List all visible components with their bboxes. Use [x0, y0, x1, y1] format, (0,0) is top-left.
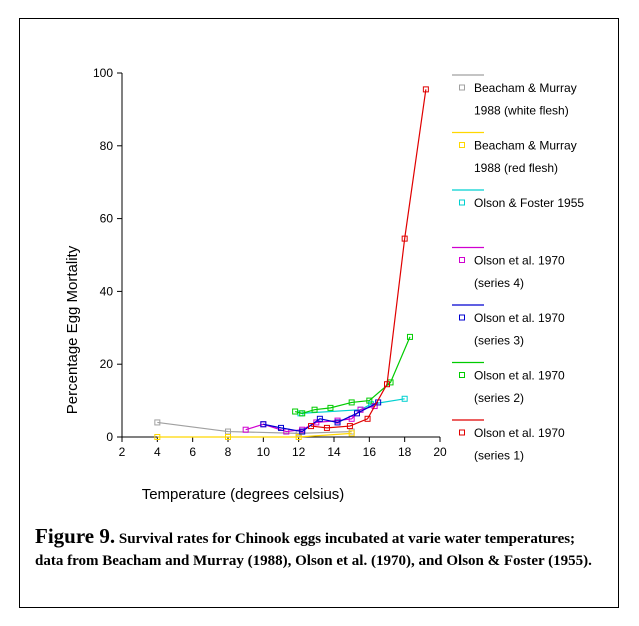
figure-label: Figure 9. — [35, 524, 116, 548]
data-point — [260, 421, 267, 428]
x-tick-label: 8 — [225, 445, 232, 459]
data-point — [299, 428, 306, 435]
data-point — [387, 379, 394, 386]
legend-label: Olson et al. 1970 — [474, 311, 565, 325]
data-point — [384, 381, 390, 388]
x-axis-title: Temperature (degrees celsius) — [142, 486, 345, 503]
legend-label: Beacham & Murray — [474, 81, 577, 95]
data-point — [401, 235, 408, 242]
x-tick-label: 10 — [257, 445, 271, 459]
series-line — [157, 421, 352, 434]
data-point — [225, 434, 231, 440]
legend: Beacham & Murray 1988 (white flesh) Beacha… — [452, 74, 584, 463]
series-line — [157, 432, 352, 438]
legend-label: 1988 (white flesh) — [474, 104, 569, 118]
data-point — [353, 410, 360, 417]
x-tick-label: 4 — [154, 445, 161, 459]
x-tick-label: 14 — [327, 445, 341, 459]
y-tick-label: 20 — [100, 357, 114, 371]
data-point — [406, 333, 413, 340]
data-point — [348, 399, 355, 406]
data-point — [334, 419, 341, 426]
y-axis-title: Percentage Egg Mortality — [64, 245, 81, 414]
legend-label: Beacham & Murray — [474, 139, 577, 153]
plot-area: 0 20 40 60 80 100 2 4 6 8 10 12 14 16 18 20 Temperature … — [64, 66, 447, 503]
data-point — [299, 410, 306, 417]
legend-marker — [459, 257, 465, 263]
legend-marker — [459, 84, 465, 91]
figure-caption: Figure 9. Survival rates for Chinook egg… — [35, 525, 605, 572]
x-tick-label: 6 — [189, 445, 196, 459]
legend-label: 1988 (red flesh) — [474, 161, 558, 175]
x-tick-label: 16 — [363, 445, 377, 459]
data-point — [154, 434, 161, 440]
data-point — [278, 424, 284, 431]
data-point — [346, 423, 353, 430]
legend-label: Olson et al. 1970 — [474, 254, 565, 268]
series-line — [263, 401, 379, 433]
x-tick-label: 12 — [292, 445, 306, 459]
y-tick-label: 60 — [100, 212, 114, 226]
x-tick-label: 18 — [398, 445, 412, 459]
legend-label: (series 3) — [474, 334, 524, 348]
y-tick-label: 0 — [106, 430, 113, 444]
legend-marker — [459, 429, 465, 436]
figure-caption-text: Survival rates for Chinook eggs incubate… — [35, 531, 592, 569]
y-tick-label: 80 — [100, 139, 114, 153]
y-tick-label: 100 — [93, 66, 113, 80]
data-point — [308, 423, 315, 430]
data-point — [292, 408, 299, 415]
series-line — [300, 398, 405, 414]
data-point — [327, 404, 334, 411]
legend-marker — [459, 372, 465, 378]
legend-label: (series 1) — [474, 449, 524, 463]
data-point — [154, 419, 161, 426]
legend-label: Olson & Foster 1955 — [474, 196, 584, 210]
legend-marker — [459, 199, 465, 206]
x-tick-label: 20 — [433, 445, 447, 459]
data-point — [242, 426, 249, 433]
data-point — [311, 406, 318, 413]
x-tick-label: 2 — [119, 445, 126, 459]
y-tick-label: 40 — [100, 284, 114, 298]
legend-marker — [459, 142, 465, 148]
data-point — [364, 415, 371, 422]
series-line — [310, 89, 427, 429]
data-point — [366, 397, 373, 404]
data-point — [401, 395, 408, 402]
figure-frame — [19, 18, 619, 608]
legend-marker — [459, 314, 465, 321]
data-point — [316, 415, 323, 422]
data-point — [422, 86, 429, 93]
series-line — [294, 336, 411, 414]
legend-label: (series 2) — [474, 391, 524, 405]
legend-label: Olson et al. 1970 — [474, 369, 565, 383]
legend-label: Olson et al. 1970 — [474, 426, 565, 440]
legend-label: (series 4) — [474, 276, 524, 290]
data-point — [348, 430, 355, 437]
data-point — [323, 424, 330, 431]
data-point — [295, 434, 302, 440]
